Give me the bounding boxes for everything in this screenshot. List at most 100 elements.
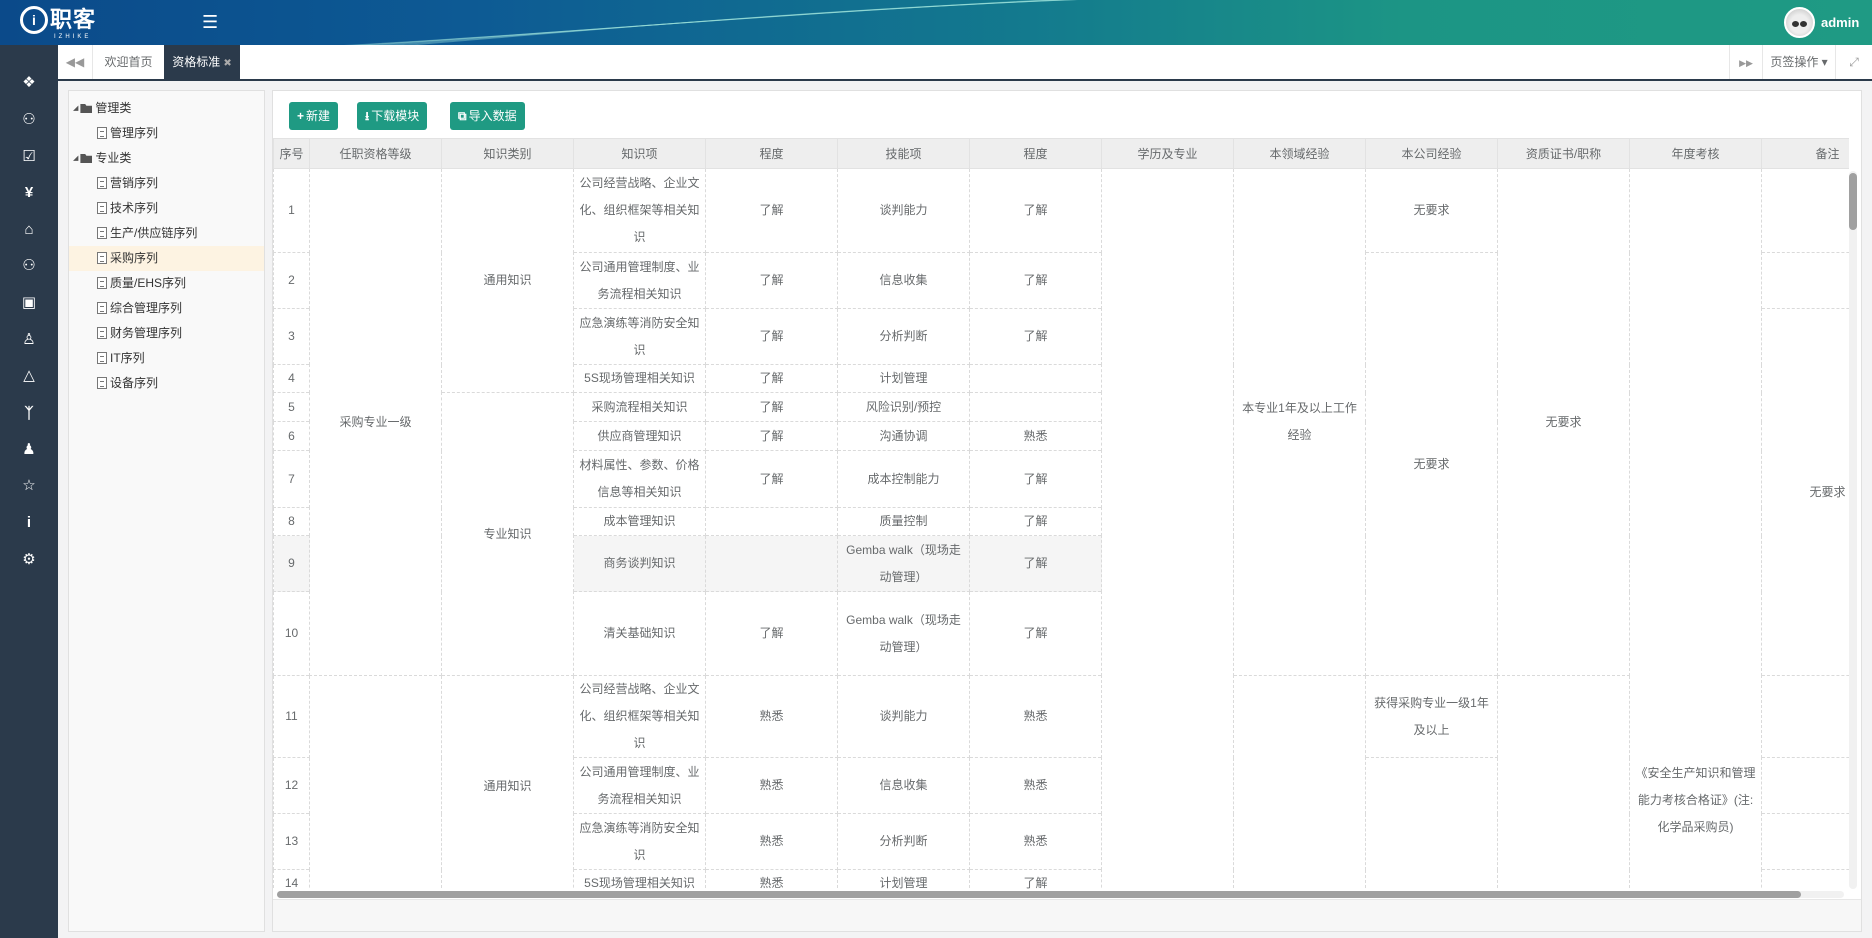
column-header-knowledge-degree[interactable]: 程度 [705,138,838,169]
cell-skill: 分析判断 [837,308,970,365]
trophy-icon[interactable]: ☆ [22,477,36,494]
tree-item[interactable]: 生产/供应链序列 [69,221,264,246]
logo-subtext: IZHIKE [54,34,92,40]
cell-knowledge-degree: 了解 [705,392,838,422]
cell-company-experience [1365,757,1498,889]
table-row[interactable]: 4 5S现场管理相关知识 了解 计划管理 [273,364,1850,393]
tab-welcome[interactable]: 欢迎首页 [93,45,164,79]
table-row[interactable]: 7 材料属性、参数、价格信息等相关知识 了解 成本控制能力 了解 [273,450,1850,508]
user-name[interactable]: admin [1821,15,1860,30]
column-header-category[interactable]: 知识类别 [441,138,574,169]
tree-item[interactable]: 采购序列 [69,246,264,271]
cell-remark [1761,813,1849,870]
cubes-icon[interactable]: ❖ [22,74,36,91]
cell-skill: 风险识别/预控 [837,392,970,422]
scroll-tabs-right-button[interactable]: ▶▶ [1729,45,1762,79]
page-ops-dropdown[interactable]: 页签操作 ▾ [1762,45,1836,79]
user-icon[interactable]: ♟ [22,441,36,458]
person-icon[interactable]: ᛉ [24,405,34,422]
tree-item[interactable]: 管理序列 [69,121,264,146]
tree-item-label: 管理类 [95,101,132,115]
tree-item[interactable]: 质量/EHS序列 [69,271,264,296]
table-row[interactable]: 13 应急演练等消防安全知识 熟悉 分析判断 熟悉 [273,813,1849,870]
column-header-skill-degree[interactable]: 程度 [969,138,1102,169]
column-header-level[interactable]: 任职资格等级 [309,138,442,169]
hamburger-icon[interactable]: ☰ [202,12,219,32]
scroll-tabs-left-button[interactable]: ◀◀ [58,45,93,79]
column-header-company-experience[interactable]: 本公司经验 [1365,138,1498,169]
column-header-seq[interactable]: 序号 [273,138,310,169]
cell-skill: Gemba walk（现场走动管理） [837,591,970,676]
cell-seq: 11 [273,675,310,758]
tree-item[interactable]: ◢ 专业类 [69,146,264,171]
caret-down-icon[interactable]: ◢ [73,105,79,113]
category-tree: ◢ 管理类管理序列 ◢ 专业类 营销序列 技术序列 生产/供应链序列 采购序列 质量/EHS序列… [68,90,265,932]
tree-item[interactable]: 营销序列 [69,171,264,196]
column-header-certificate[interactable]: 资质证书/职称 [1497,138,1630,169]
cell-seq: 5 [273,392,310,422]
briefcase-icon[interactable]: ▣ [21,294,37,311]
cell-skill: 成本控制能力 [837,450,970,508]
column-header-skill[interactable]: 技能项 [837,138,970,169]
column-header-knowledge[interactable]: 知识项 [573,138,706,169]
users-icon[interactable]: ⚇ [22,111,36,128]
fullscreen-button[interactable]: ⤢ [1836,45,1872,79]
import-data-button[interactable]: ⧉ 导入数据 [450,102,525,130]
cell-seq: 4 [273,364,310,393]
tree-item[interactable]: 财务管理序列 [69,321,264,346]
tree-item[interactable]: 设备序列 [69,371,264,396]
group-icon[interactable]: ⚇ [22,257,36,274]
cell-company-experience: 无要求 [1365,252,1498,676]
cell-seq: 2 [273,252,310,309]
cell-level: 采购专业一级 [309,168,442,676]
close-icon[interactable]: ✖ [223,58,232,69]
tree-item[interactable]: 技术序列 [69,196,264,221]
info-icon[interactable]: i [26,514,32,531]
caret-down-icon[interactable]: ◢ [73,155,79,163]
table-row[interactable]: 2 公司通用管理制度、业务流程相关知识 了解 信息收集 了解 无要求 [273,252,1849,676]
download-template-button[interactable]: ⭳ 下载模块 [357,102,428,130]
cell-knowledge-degree: 了解 [705,308,838,365]
horizontal-scrollbar[interactable] [277,891,1844,898]
table-row[interactable]: 8 成本管理知识 质量控制 了解 [273,507,1850,536]
user-menu[interactable]: admin [1784,7,1859,38]
table-row[interactable]: 9 商务谈判知识 Gemba walk（现场走动管理） 了解 [273,535,1850,592]
vertical-scroll-thumb[interactable] [1849,173,1857,230]
cell-skill-degree [969,364,1102,393]
yen-icon[interactable]: ¥ [24,184,34,201]
bank-icon[interactable]: ⌂ [24,221,34,238]
table-row[interactable]: 5 专业知识 采购流程相关知识 了解 风险识别/预控 [273,392,1850,676]
tab-bar: ◀◀ 欢迎首页 资格标准 ✖ ▶▶ 页签操作 ▾ ⤢ [58,45,1872,81]
column-header-annual-review[interactable]: 年度考核 [1629,138,1762,169]
cell-company-experience: 无要求 [1365,168,1498,253]
cell-seq: 7 [273,450,310,508]
horizontal-scroll-thumb[interactable] [277,891,1801,898]
avatar[interactable] [1784,7,1815,38]
cell-seq: 12 [273,757,310,814]
table-row[interactable]: 14 5S现场管理相关知识 熟悉 计划管理 了解 [273,869,1849,889]
table-row[interactable]: 12 公司通用管理制度、业务流程相关知识 熟悉 信息收集 熟悉 [273,757,1849,889]
column-header-education[interactable]: 学历及专业 [1101,138,1234,169]
file-icon [97,327,107,339]
table-row[interactable]: 1 采购专业一级 通用知识 公司经营战略、企业文化、组织框架等相关知识 了解 谈判能力 了解… [273,168,1849,889]
user-pin-icon[interactable]: ♙ [22,331,36,348]
copy-icon: ⧉ [458,109,467,123]
tree-item[interactable]: IT序列 [69,346,264,371]
table-row[interactable]: 3 应急演练等消防安全知识 了解 分析判断 了解 无要求 [273,308,1849,676]
cell-knowledge: 商务谈判知识 [573,535,706,592]
cogs-icon[interactable]: ⚙ [22,551,36,568]
tree-item[interactable]: 综合管理序列 [69,296,264,321]
expand-icon: ⤢ [1849,55,1859,69]
folder-open-icon [80,104,93,113]
tree-item[interactable]: ◢ 管理类 [69,96,264,121]
main-panel: + 新建 ⭳ 下载模块 ⧉ 导入数据 序号 任职资格等级 知识类别 知识项 程度 技能项 程度 学历… [272,90,1862,932]
check-square-icon[interactable]: ☑ [22,148,36,165]
column-header-field-experience[interactable]: 本领域经验 [1233,138,1366,169]
table-row[interactable]: 11 通用知识 公司经营战略、企业文化、组织框架等相关知识 熟悉 谈判能力 熟悉 获得采购专… [273,675,1849,889]
column-header-remark[interactable]: 备注 [1761,138,1849,169]
cell-knowledge: 5S现场管理相关知识 [573,364,706,393]
new-button[interactable]: + 新建 [289,102,339,130]
vertical-scrollbar[interactable] [1849,171,1857,889]
graduation-cap-icon[interactable]: △ [23,367,35,384]
tab-qualification-standard[interactable]: 资格标准 ✖ [164,45,240,79]
